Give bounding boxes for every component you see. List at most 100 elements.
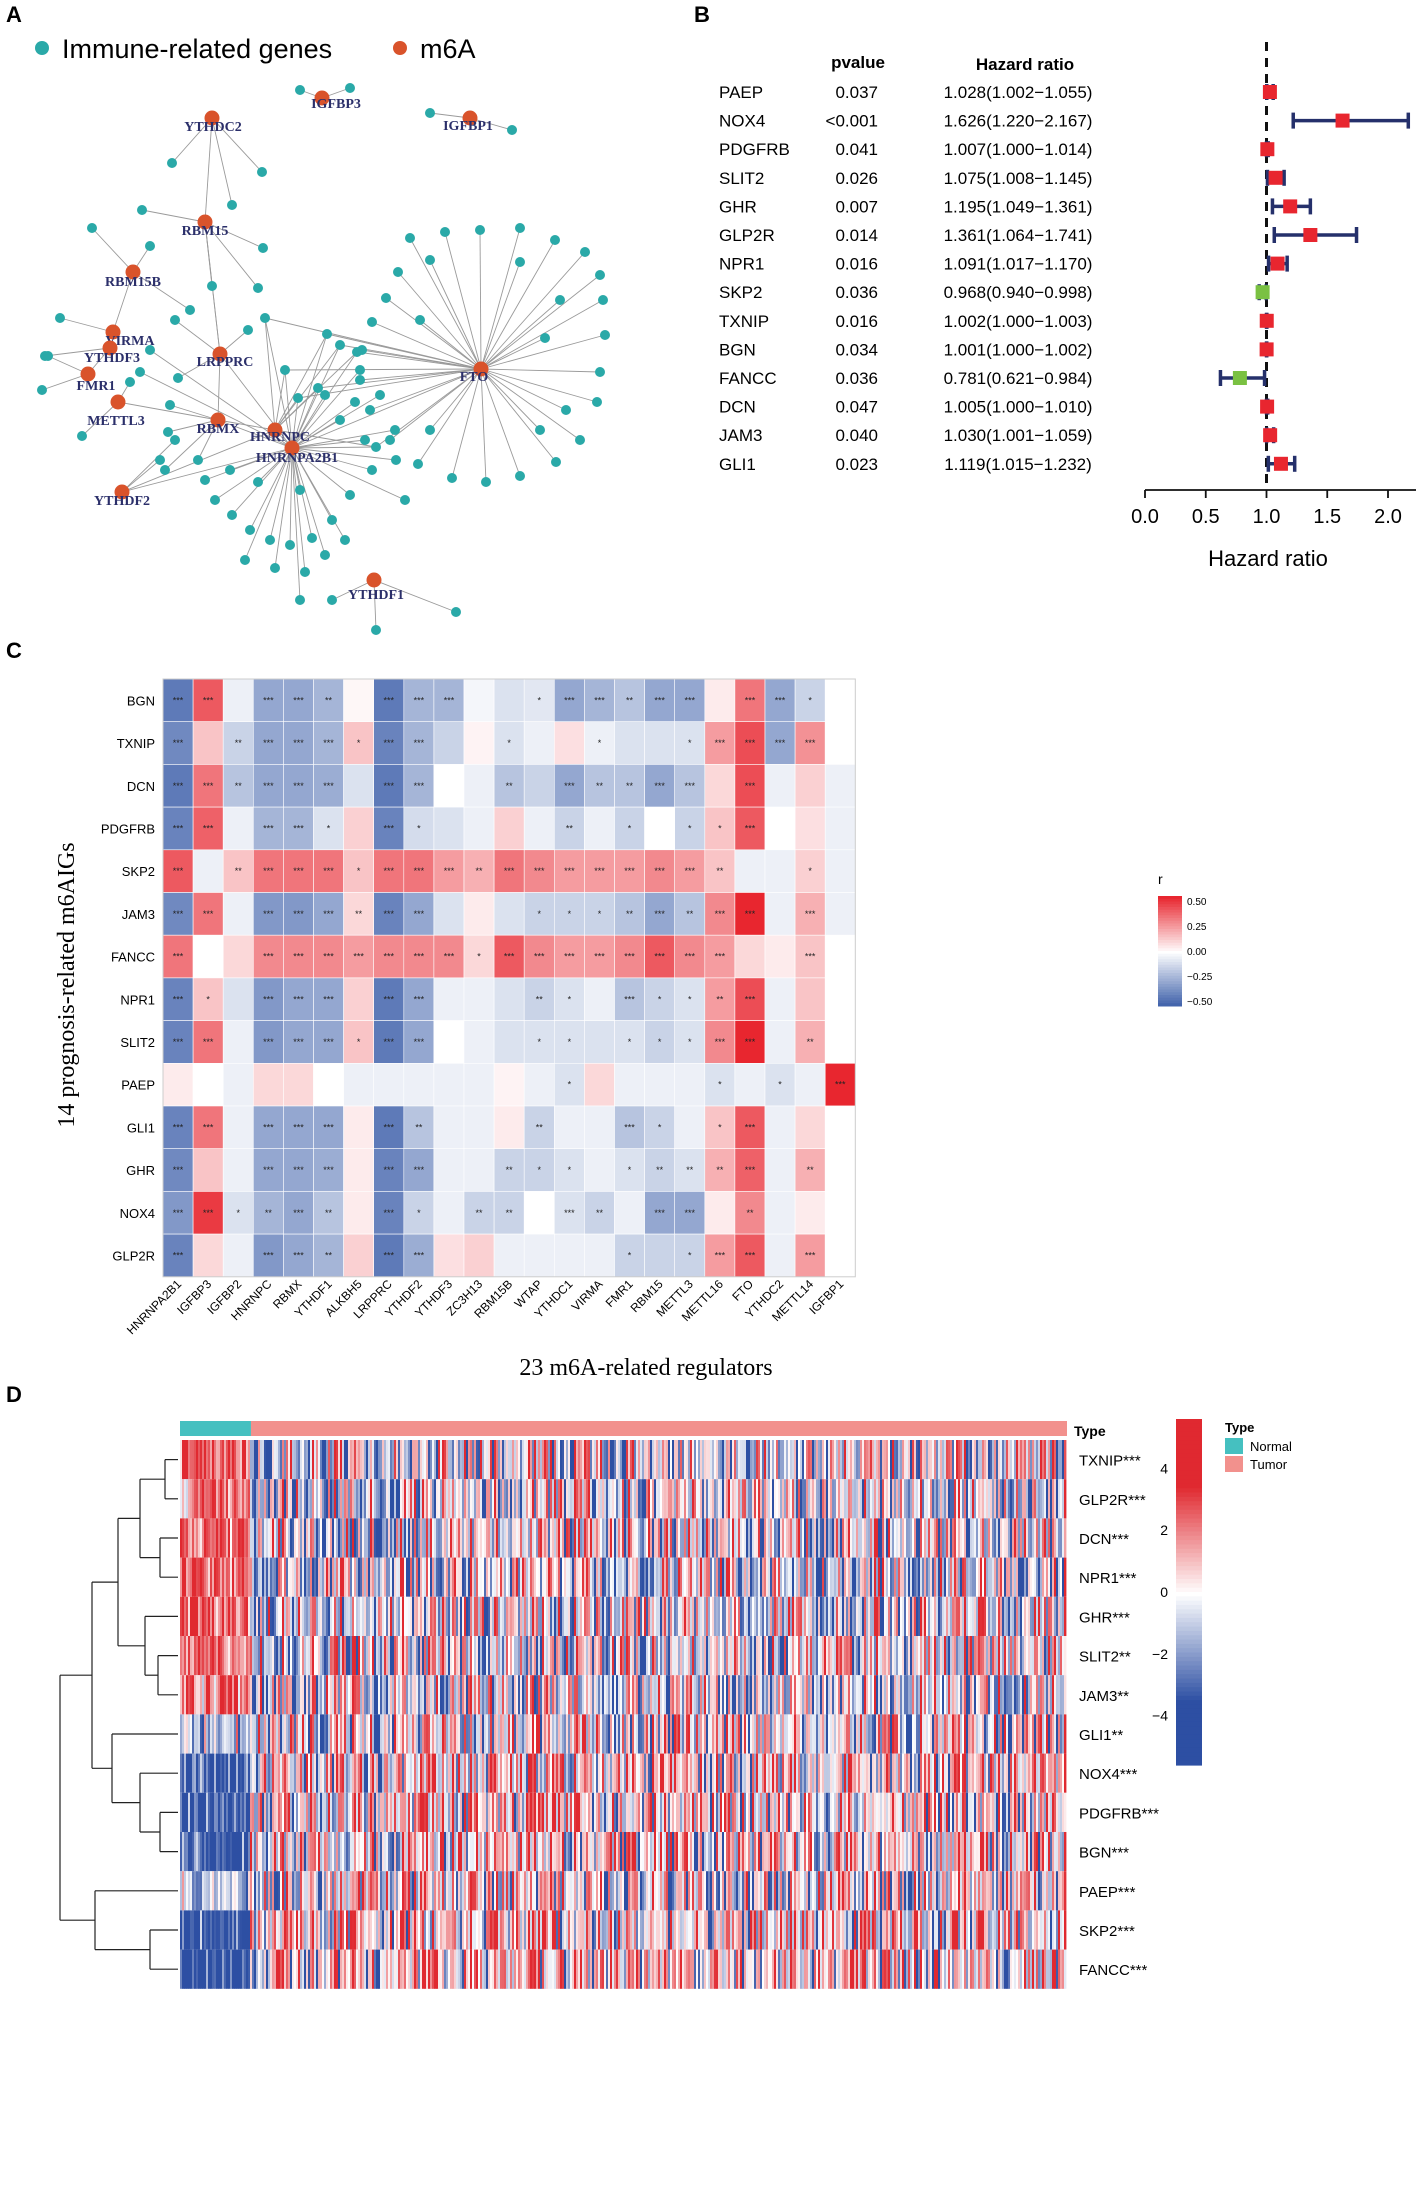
heatmap-cell	[343, 1233, 375, 1278]
heatmap-cell	[553, 1063, 585, 1107]
network-edge	[480, 368, 567, 411]
heatmap-cell	[704, 1191, 736, 1235]
significance-mark: ***	[534, 866, 545, 876]
significance-mark: **	[626, 695, 634, 705]
forest-pvalue: 0.034	[835, 340, 878, 359]
significance-mark: ***	[835, 1080, 846, 1090]
heatmap-cell	[493, 1063, 525, 1107]
immune-gene-node	[155, 455, 165, 465]
heatmap-cell	[614, 721, 645, 765]
significance-mark: ***	[323, 1122, 334, 1132]
heatmap-col-label: VIRMA	[569, 1277, 606, 1314]
network-edge	[480, 368, 598, 403]
heatmap-cell	[824, 678, 856, 723]
significance-mark: ***	[805, 1250, 816, 1260]
heatmap-cell	[493, 806, 525, 851]
heatmap-cell	[463, 1020, 495, 1064]
legend-c-gradient-step	[1158, 926, 1182, 930]
immune-gene-node	[227, 510, 237, 520]
immune-gene-node	[391, 455, 401, 465]
expression-row	[180, 1910, 1067, 1950]
network-node-label: VIRMA	[106, 334, 156, 349]
significance-mark: **	[325, 1208, 333, 1218]
legend-c-gradient-step	[1158, 1000, 1182, 1004]
significance-mark: ***	[775, 738, 786, 748]
heatmap-cell	[734, 849, 766, 893]
significance-mark: ***	[715, 738, 726, 748]
network-edge	[409, 237, 482, 370]
immune-gene-node	[165, 400, 175, 410]
legend-c-tick-label: −0.25	[1187, 972, 1213, 983]
m6a-node	[284, 440, 300, 456]
legend-d-gradient-step	[1176, 1427, 1202, 1433]
network-edge	[480, 334, 606, 370]
forest-pvalue: 0.016	[835, 255, 878, 274]
heatmap-d-row-label: DCN***	[1079, 1531, 1129, 1548]
network-edge	[331, 579, 375, 601]
m6a-node	[210, 412, 226, 428]
heatmap-cell	[644, 1020, 675, 1064]
heatmap-cell	[493, 1191, 525, 1235]
heatmap-cell	[674, 806, 706, 851]
forest-point	[1335, 113, 1350, 128]
legend-c-gradient-step	[1158, 909, 1182, 913]
forest-gene-label: PAEP	[719, 83, 763, 102]
m6a-node	[197, 214, 213, 230]
significance-mark: ***	[173, 695, 184, 705]
significance-mark: ***	[594, 866, 605, 876]
network-edge	[169, 404, 219, 421]
forest-pvalue: <0.001	[826, 112, 878, 131]
heatmap-cell	[584, 806, 615, 851]
network-edge	[117, 401, 219, 421]
network-edge	[291, 447, 306, 573]
legend-d-gradient-step	[1176, 1501, 1202, 1507]
significance-mark: ***	[263, 738, 274, 748]
heatmap-cell	[764, 721, 796, 765]
heatmap-cell	[373, 721, 405, 765]
heatmap-cell	[553, 1191, 585, 1235]
heatmap-cell	[824, 1148, 856, 1192]
heatmap-cell	[794, 977, 826, 1021]
expression-row	[180, 1675, 1067, 1715]
significance-mark: ***	[323, 1165, 334, 1175]
legend-d-gradient-step	[1176, 1509, 1202, 1515]
network-edge	[274, 369, 286, 431]
heatmap-cell	[253, 721, 284, 765]
m6a-node	[267, 422, 283, 438]
heatmap-cell	[313, 1063, 344, 1107]
immune-gene-node	[425, 255, 435, 265]
significance-mark: ***	[383, 994, 394, 1004]
network-edge	[291, 397, 299, 449]
immune-gene-node	[592, 397, 602, 407]
network-edge	[480, 368, 601, 373]
significance-mark: ***	[745, 1165, 756, 1175]
heatmap-cell	[283, 1063, 314, 1107]
legend-d-gradient-step	[1176, 1726, 1202, 1731]
immune-gene-node	[335, 415, 345, 425]
heatmap-cell	[192, 977, 224, 1021]
forest-hr-text: 1.091(1.017−1.170)	[944, 255, 1093, 274]
heatmap-cell	[764, 764, 796, 808]
immune-gene-node	[313, 383, 323, 393]
significance-mark: ***	[564, 952, 575, 962]
significance-mark: *	[688, 823, 692, 833]
heatmap-cell	[192, 1233, 224, 1278]
heatmap-cell	[253, 1148, 284, 1192]
network-node-label: HNRNPA2B1	[256, 451, 338, 466]
heatmap-cell	[614, 892, 645, 936]
heatmap-cell	[463, 977, 495, 1021]
heatmap-cell	[463, 678, 495, 723]
expression-row	[180, 1949, 1067, 1989]
legend-d-gradient-step	[1176, 1475, 1202, 1481]
heatmap-cell	[192, 849, 224, 893]
heatmap-cell	[283, 721, 314, 765]
significance-mark: ***	[564, 695, 575, 705]
heatmap-cell	[794, 1233, 826, 1278]
heatmap-cell	[222, 764, 254, 808]
immune-gene-node	[447, 473, 457, 483]
panel-letter-d: D	[6, 1382, 22, 1407]
immune-gene-node	[345, 83, 355, 93]
legend-c-gradient-step	[1158, 923, 1182, 927]
heatmap-cell	[824, 977, 856, 1021]
heatmap-d-row-label: GLP2R***	[1079, 1492, 1146, 1509]
